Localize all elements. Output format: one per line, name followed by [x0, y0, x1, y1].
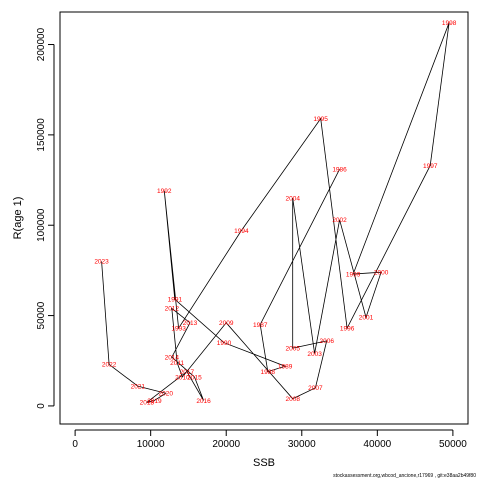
point-label: 2022: [102, 362, 117, 369]
point-label: 2004: [285, 195, 300, 202]
point-label: 1991: [168, 297, 183, 304]
x-tick-label: 0: [72, 439, 78, 450]
point-label: 2023: [94, 259, 109, 266]
plot-frame: [59, 11, 469, 425]
point-label: 2001: [359, 315, 374, 322]
point-label: 1998: [442, 20, 457, 27]
point-label: 2006: [319, 338, 334, 345]
point-label: 2011: [170, 360, 184, 367]
series-path-group: [101, 22, 450, 403]
point-label: 1987: [253, 322, 268, 329]
y-tick-label: 200000: [36, 27, 47, 61]
x-tick-label: 50000: [439, 439, 467, 450]
point-label: 2008: [285, 396, 300, 403]
point-label: 1994: [234, 228, 249, 235]
point-label: 2002: [332, 217, 347, 224]
point-label: 2019: [147, 398, 162, 405]
point-label: 1995: [313, 116, 328, 123]
point-label: 1993: [171, 326, 186, 333]
point-label: 2018: [140, 400, 155, 407]
point-label: 2007: [308, 385, 323, 392]
point-label: 1986: [332, 167, 347, 174]
point-label: 2017: [180, 369, 195, 376]
point-label: 2012: [165, 306, 180, 313]
series-line: [101, 22, 450, 403]
point-label: 2009: [219, 320, 234, 327]
point-label: 1992: [157, 188, 172, 195]
y-tick-label: 150000: [36, 118, 47, 152]
point-label: 2010: [175, 374, 190, 381]
y-tick-label: 50000: [36, 301, 47, 329]
y-tick-label: 0: [36, 403, 47, 409]
footer-text: stockassessment.org,wbcod_ancione,r17969…: [333, 473, 476, 479]
point-label: 2020: [159, 391, 174, 398]
x-axis-title: SSB: [253, 457, 275, 469]
point-label: 2000: [374, 270, 389, 277]
point-label: 1999: [346, 271, 361, 278]
point-label: 2003: [307, 351, 322, 358]
point-label: 1997: [423, 163, 438, 170]
point-label: 2013: [183, 320, 198, 327]
point-label: 2014: [165, 354, 180, 361]
y-axis-title: R(age 1): [12, 197, 24, 240]
point-label: 1990: [217, 340, 232, 347]
y-tick-label: 100000: [36, 208, 47, 242]
point-label: 1989: [278, 363, 293, 370]
point-label: 2016: [196, 398, 211, 405]
x-tick-label: 20000: [212, 439, 240, 450]
x-tick-label: 10000: [137, 439, 165, 450]
point-label: 1988: [261, 369, 276, 376]
point-label: 2005: [285, 345, 300, 352]
x-axis: 0 10000 20000 30000 40000 50000: [72, 429, 467, 450]
x-tick-label: 40000: [363, 439, 391, 450]
point-label: 2015: [187, 374, 202, 381]
y-axis: 0 50000 100000 150000 200000: [36, 27, 55, 409]
x-tick-label: 30000: [288, 439, 316, 450]
point-label: 1996: [340, 326, 355, 333]
point-label: 2021: [131, 383, 146, 390]
